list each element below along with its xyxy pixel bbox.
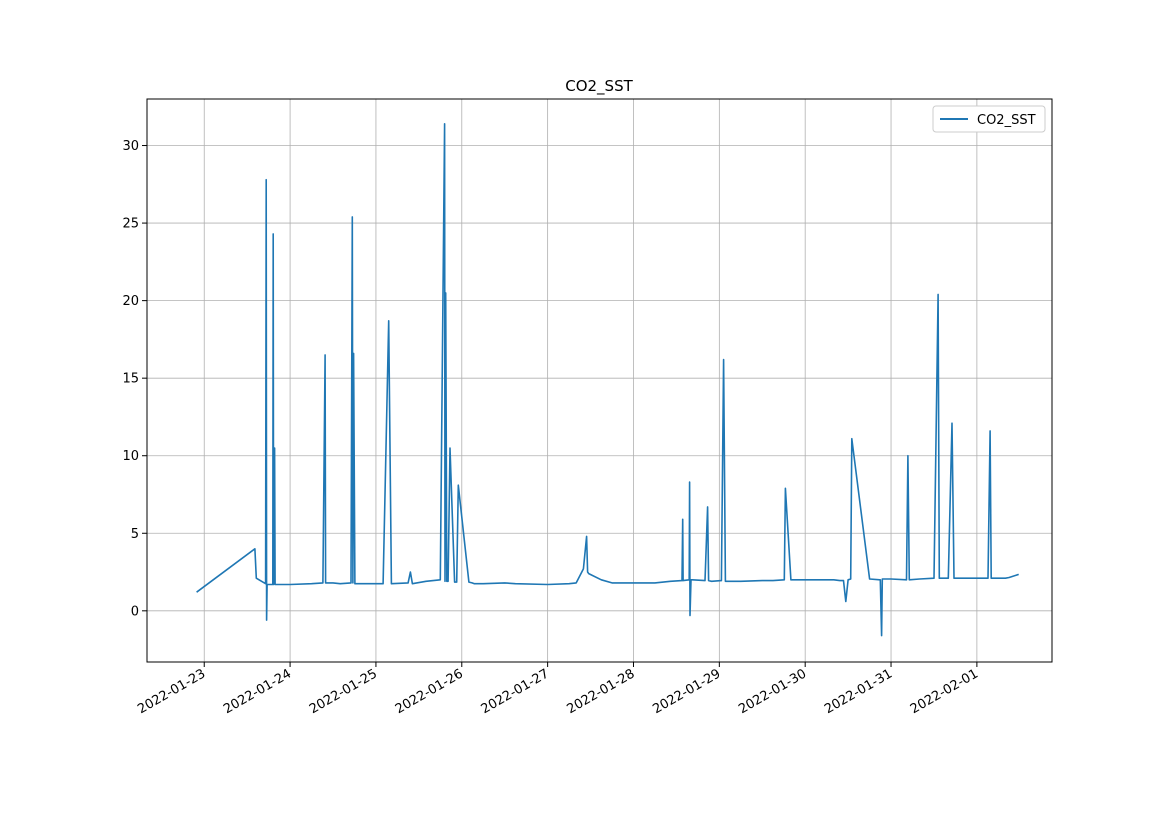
legend-label: CO2_SST <box>977 113 1036 128</box>
y-tick-label: 30 <box>122 139 139 154</box>
legend: CO2_SST <box>932 105 1046 133</box>
series-line-0 <box>196 123 1019 637</box>
y-tick-label: 20 <box>122 294 139 309</box>
grid-lines <box>147 99 1052 662</box>
legend-box <box>932 105 1046 133</box>
y-axis: 0 5 10 15 20 25 30 <box>122 139 147 619</box>
y-tick-label: 10 <box>122 449 139 464</box>
series-layer <box>196 123 1019 637</box>
plot-frame <box>146 98 1053 663</box>
chart-title: CO2_SST <box>565 77 633 96</box>
y-tick-label: 0 <box>131 604 139 619</box>
y-tick-label: 5 <box>131 527 139 542</box>
y-tick-label: 15 <box>122 372 139 387</box>
y-tick-label: 25 <box>122 217 139 232</box>
